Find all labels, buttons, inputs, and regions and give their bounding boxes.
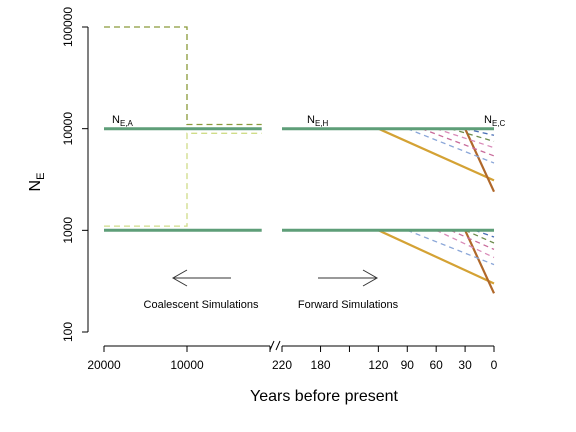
right-series-5 — [407, 128, 495, 164]
right-x-tick-label-6: 60 — [430, 358, 444, 372]
right-x-tick-label-4: 120 — [368, 358, 388, 372]
y-axis-label: NE — [27, 173, 47, 192]
right-x-tick-label-1: 220 — [272, 358, 292, 372]
forward-arrow — [318, 269, 379, 287]
coalescent-arrow — [171, 269, 231, 287]
right-x-tick-label-5: 90 — [401, 358, 415, 372]
annotation-ne-c: NE,C — [484, 114, 506, 128]
axes-layer: 100 1000 10000 100000 20000 10000 220 180 120 90 6… — [61, 7, 498, 372]
coalescent-simulations-label: Coalescent Simulations — [144, 299, 259, 311]
right-series-2 — [377, 229, 495, 285]
annotation-ne-a: NE,A — [112, 114, 134, 128]
right-series-12 — [450, 229, 495, 250]
left-series-2 — [104, 132, 262, 227]
right-series-3 — [464, 128, 495, 193]
right-series-6 — [421, 128, 495, 157]
forward-simulations-label: Forward Simulations — [298, 299, 399, 311]
right-x-tick-label-7: 30 — [458, 358, 472, 372]
right-series-8 — [450, 128, 495, 143]
right-x-tick-label-2: 180 — [311, 358, 331, 372]
y-tick-label-1: 100 — [61, 322, 75, 342]
annotation-ne-h-sub: E,H — [315, 119, 329, 128]
y-tick-label-2: 1000 — [61, 217, 75, 244]
right-series-1 — [377, 127, 495, 182]
right-series-4 — [464, 229, 495, 294]
series-layer — [104, 26, 495, 294]
annotation-ne-c-main: N — [484, 114, 492, 126]
left-x-tick-label-1: 20000 — [87, 358, 121, 372]
left-series-1 — [104, 26, 262, 126]
right-x-tick-label-8: 0 — [491, 358, 498, 372]
annotation-ne-h: NE,H — [307, 114, 329, 128]
y-tick-label-4: 100000 — [61, 7, 75, 47]
annotation-ne-c-sub: E,C — [492, 119, 506, 128]
right-series-7 — [435, 128, 495, 149]
right-series-10 — [407, 229, 495, 266]
annotation-ne-h-main: N — [307, 114, 315, 126]
y-axis-label-main: N — [27, 180, 44, 192]
x-axis-label: Years before present — [250, 388, 399, 405]
axis-break-mark-1 — [269, 340, 275, 351]
annotation-ne-a-main: N — [112, 114, 120, 126]
y-tick-label-3: 10000 — [61, 112, 75, 146]
annotation-ne-a-sub: E,A — [120, 119, 134, 128]
y-axis-label-sub: E — [35, 173, 47, 180]
axis-break-mark-2 — [275, 340, 281, 351]
right-series-11 — [435, 229, 495, 259]
left-x-tick-label-2: 10000 — [170, 358, 204, 372]
